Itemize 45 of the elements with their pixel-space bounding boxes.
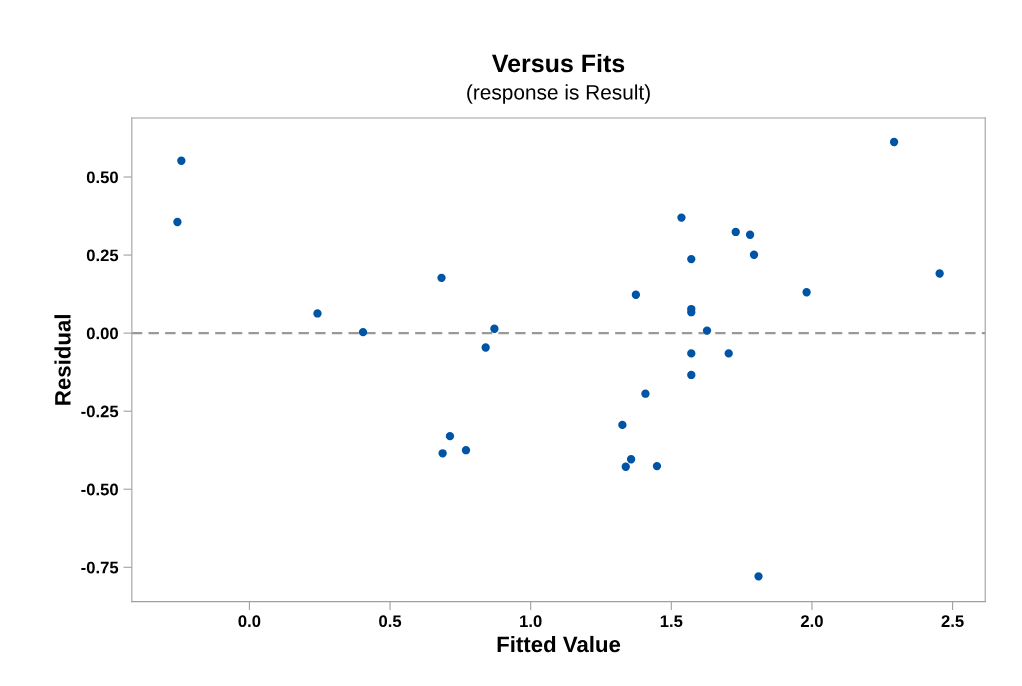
- point: [935, 269, 944, 278]
- point: [802, 288, 811, 297]
- point: [358, 328, 368, 337]
- point: [621, 462, 630, 471]
- point: [618, 420, 627, 430]
- y-tick-label: -0.25: [81, 405, 119, 418]
- y-tick-label: -0.75: [81, 561, 119, 574]
- point: [754, 572, 763, 581]
- x-tick-label: 1.0: [520, 615, 542, 628]
- point: [745, 230, 755, 239]
- chart-subtitle: (response is Result): [467, 84, 650, 104]
- point: [652, 461, 662, 471]
- point: [687, 254, 696, 264]
- point: [173, 217, 182, 227]
- y-tick-label: 0.50: [86, 171, 118, 184]
- x-tick-label: 0.5: [379, 615, 402, 628]
- point: [626, 455, 636, 464]
- point: [437, 273, 446, 283]
- point: [749, 250, 759, 259]
- point: [461, 446, 471, 455]
- point: [177, 156, 186, 165]
- point: [731, 227, 740, 237]
- x-tick-label: 0.0: [238, 615, 261, 628]
- point: [677, 213, 686, 222]
- point: [438, 449, 447, 458]
- x-axis-title: Fitted Value: [497, 635, 621, 653]
- x-tick-label: 2.0: [800, 615, 823, 628]
- y-tick-label: 0.25: [86, 249, 119, 262]
- y-tick-label: -0.50: [81, 483, 118, 496]
- x-tick-label: 2.5: [941, 615, 964, 628]
- x-tick-label: 1.5: [660, 615, 683, 628]
- point: [481, 343, 490, 352]
- point: [445, 431, 455, 441]
- point: [631, 290, 641, 299]
- y-tick-label: 0.00: [86, 327, 118, 340]
- chart-title: Versus Fits: [492, 53, 625, 73]
- point: [702, 326, 712, 335]
- point: [687, 349, 696, 358]
- point: [313, 309, 322, 318]
- point: [641, 389, 650, 398]
- point: [490, 324, 499, 333]
- point: [889, 137, 899, 147]
- point: [687, 370, 696, 380]
- y-axis-title: Residual: [54, 315, 71, 405]
- point: [724, 349, 733, 358]
